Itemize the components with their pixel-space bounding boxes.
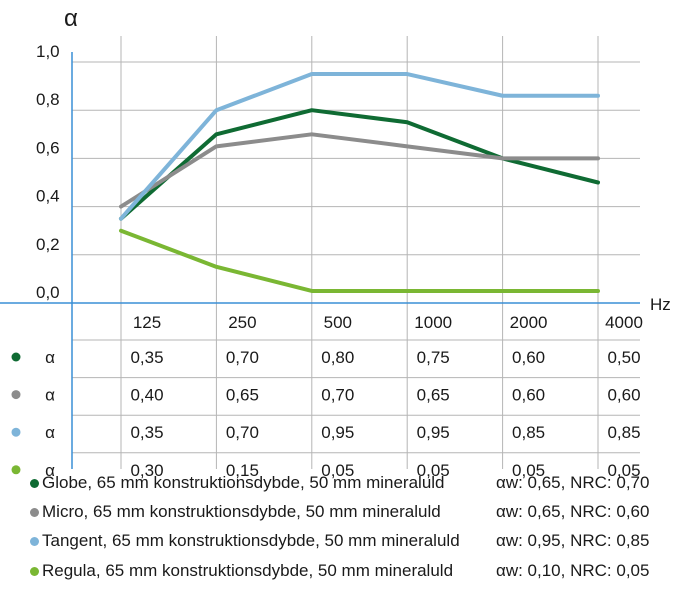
- y-tick-label: 0,2: [36, 235, 60, 254]
- grid: [72, 36, 640, 469]
- x-tick-label: 1000: [414, 313, 452, 332]
- table-cell: 0,05: [321, 461, 354, 480]
- table-cell: 0,50: [607, 348, 640, 367]
- table-cell: 0,85: [607, 423, 640, 442]
- axes: 0,0 0,2 0,4 0,6 0,8 1,0 125 250 500 1000 2000 4000: [0, 42, 643, 469]
- table-cell: 0,35: [130, 423, 163, 442]
- table-cell: 0,95: [417, 423, 450, 442]
- table-cell: 0,70: [321, 386, 354, 405]
- table-cell: 0,60: [607, 386, 640, 405]
- table-cell: 0,05: [417, 461, 450, 480]
- table-cell: 0,85: [512, 423, 545, 442]
- y-axis-label: α: [64, 5, 78, 32]
- y-tick-label: 0,8: [36, 90, 60, 109]
- table-cell: 0,40: [130, 386, 163, 405]
- y-tick-label: 0,4: [36, 187, 60, 206]
- x-tick-label: 500: [324, 313, 352, 332]
- table-row-label: α: [45, 423, 55, 442]
- table-cell: 0,65: [226, 386, 259, 405]
- table-cell: 0,30: [130, 461, 163, 480]
- series-line-globe: [119, 108, 600, 221]
- table-row-label: α: [45, 461, 55, 480]
- table-cell: 0,15: [226, 461, 259, 480]
- table-cell: 0,70: [226, 423, 259, 442]
- series-line-micro: [119, 132, 600, 209]
- table-cell: 0,35: [130, 348, 163, 367]
- table-cell: 0,95: [321, 423, 354, 442]
- table-marker-globe: [11, 352, 21, 362]
- data-table: α 0,35 0,70 0,80 0,75 0,60 0,50 α 0,40 0,65 0,70 0,…: [11, 348, 641, 480]
- table-row-label: α: [45, 386, 55, 405]
- series-line-regula: [119, 228, 600, 293]
- table-cell: 0,05: [512, 461, 545, 480]
- table-marker-tangent: [11, 427, 21, 437]
- series-line-tangent: [119, 72, 600, 221]
- table-marker-regula: [11, 465, 21, 475]
- x-tick-label: 125: [133, 313, 161, 332]
- x-tick-label: 2000: [510, 313, 548, 332]
- table-cell: 0,60: [512, 386, 545, 405]
- y-tick-label: 0,0: [36, 283, 60, 302]
- series-lines: [119, 72, 600, 293]
- table-marker-micro: [11, 390, 21, 400]
- y-tick-label: 1,0: [36, 42, 60, 61]
- table-cell: 0,60: [512, 348, 545, 367]
- table-cell: 0,75: [417, 348, 450, 367]
- table-cell: 0,70: [226, 348, 259, 367]
- x-tick-label: 4000: [605, 313, 643, 332]
- table-cell: 0,65: [417, 386, 450, 405]
- y-tick-label: 0,6: [36, 138, 60, 157]
- table-cell: 0,05: [607, 461, 640, 480]
- table-cell: 0,80: [321, 348, 354, 367]
- table-row-label: α: [45, 348, 55, 367]
- x-axis-label: Hz: [650, 295, 671, 314]
- x-tick-label: 250: [228, 313, 256, 332]
